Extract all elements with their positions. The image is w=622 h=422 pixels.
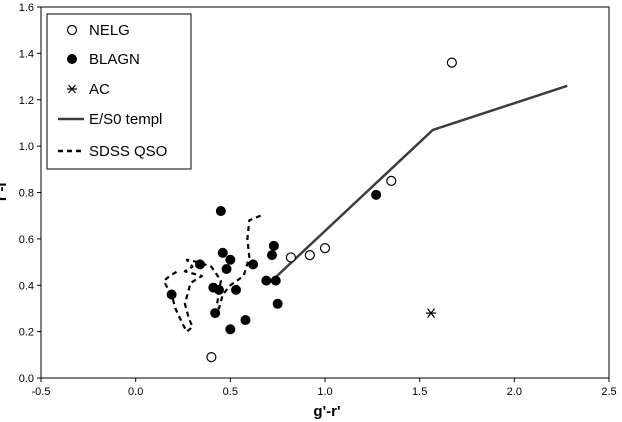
x-tick-label: 2.0	[507, 386, 522, 398]
x-tick-label: 2.5	[601, 386, 616, 398]
legend-asterisk-marker	[67, 84, 77, 94]
blagn-point	[225, 254, 236, 265]
x-tick-label: 1.5	[412, 386, 427, 398]
blagn-point	[225, 324, 236, 335]
series-layer	[163, 57, 568, 363]
legend-filled-circle-marker	[67, 54, 77, 64]
y-tick-label: 1.4	[19, 48, 34, 60]
y-axis-label: r'-i'	[0, 179, 10, 201]
nelg-point	[446, 57, 457, 68]
x-tick-label: 0.0	[128, 386, 143, 398]
y-tick-label: 1.2	[19, 95, 34, 107]
blagn-point	[240, 315, 251, 326]
sdss-qso-dashed-line	[163, 214, 262, 333]
ac-point	[426, 308, 437, 318]
y-tick-label: 0.8	[19, 188, 34, 200]
y-axis-ticks: 0.0 0.2 0.4 0.6 0.8 1.0 1.2 1.4 1.6	[19, 2, 41, 385]
y-tick-label: 0.0	[19, 373, 34, 385]
legend-label-blagn: BLAGN	[89, 51, 140, 68]
legend-label-es0-templ: E/S0 templ	[89, 111, 162, 128]
y-tick-label: 0.2	[19, 327, 34, 339]
y-tick-label: 1.0	[19, 141, 34, 153]
legend-box	[46, 13, 192, 170]
es0-template-line	[271, 84, 568, 282]
blagn-point	[231, 284, 242, 295]
legend-label-ac: AC	[89, 81, 110, 98]
x-tick-label: 1.0	[317, 386, 332, 398]
legend-label-nelg: NELG	[89, 22, 130, 39]
blagn-point	[215, 206, 226, 217]
blagn-point	[270, 275, 281, 286]
x-tick-label: 0.5	[223, 386, 238, 398]
legend: NELG BLAGN AC E/S0 templ SDSS QSO	[46, 13, 192, 170]
blagn-point	[166, 289, 177, 300]
x-axis-label: g'-r'	[313, 403, 340, 420]
blagn-point	[195, 259, 206, 270]
nelg-point	[386, 175, 397, 187]
x-axis-ticks: -0.5 0.0 0.5 1.0 1.5 2.0 2.5	[32, 378, 617, 398]
x-tick-label: -0.5	[32, 386, 51, 398]
nelg-point	[319, 243, 331, 254]
blagn-point	[210, 308, 221, 319]
y-tick-label: 0.6	[19, 234, 34, 246]
blagn-point	[272, 298, 283, 309]
nelg-point	[285, 252, 297, 263]
blagn-point	[217, 247, 228, 258]
blagn-point	[248, 259, 259, 270]
blagn-point	[268, 240, 279, 251]
y-tick-label: 0.4	[19, 280, 34, 292]
blagn-point	[221, 264, 232, 275]
blagn-point	[213, 284, 224, 295]
legend-open-circle-marker	[66, 24, 78, 36]
blagn-point	[371, 189, 382, 200]
nelg-point	[304, 250, 315, 261]
nelg-point	[206, 352, 217, 363]
y-tick-label: 1.6	[19, 2, 34, 14]
blagn-point	[261, 275, 272, 286]
blagn-point	[266, 250, 277, 261]
legend-label-sdss-qso: SDSS QSO	[89, 143, 167, 160]
